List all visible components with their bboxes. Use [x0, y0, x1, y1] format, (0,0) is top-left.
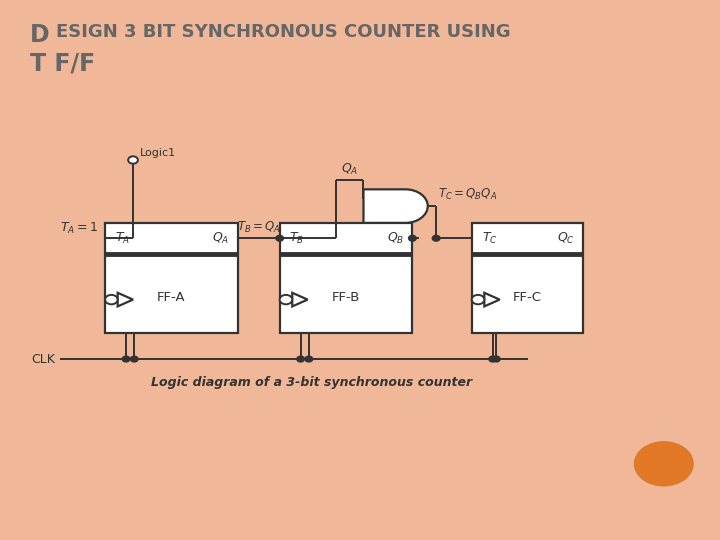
- Polygon shape: [292, 293, 307, 306]
- Circle shape: [130, 356, 138, 362]
- Bar: [472, 223, 583, 333]
- Circle shape: [297, 356, 305, 362]
- Bar: [279, 223, 413, 333]
- Text: $Q_{C}$: $Q_{C}$: [557, 231, 575, 246]
- Circle shape: [305, 356, 312, 362]
- PathPatch shape: [364, 190, 428, 223]
- Text: $Q_{B}$: $Q_{B}$: [387, 231, 404, 246]
- Text: CLK: CLK: [31, 353, 55, 366]
- Text: Logic1: Logic1: [140, 148, 176, 158]
- Text: $Q_{A}$: $Q_{A}$: [212, 231, 230, 246]
- Text: $Q_A$: $Q_A$: [341, 161, 359, 177]
- Circle shape: [122, 356, 130, 362]
- Circle shape: [472, 295, 485, 305]
- Circle shape: [276, 235, 284, 241]
- Text: $T_B = Q_A$: $T_B = Q_A$: [237, 219, 281, 234]
- Circle shape: [105, 295, 117, 305]
- Polygon shape: [117, 293, 133, 306]
- Circle shape: [489, 356, 497, 362]
- Text: FF-A: FF-A: [157, 291, 186, 303]
- Text: T F/F: T F/F: [30, 51, 96, 75]
- Circle shape: [128, 157, 138, 164]
- Text: D: D: [30, 23, 50, 47]
- Text: $T_C = Q_BQ_A$: $T_C = Q_BQ_A$: [438, 187, 497, 202]
- Circle shape: [408, 235, 416, 241]
- Circle shape: [432, 235, 440, 241]
- Text: FF-C: FF-C: [513, 291, 542, 303]
- Text: $T_{B}$: $T_{B}$: [289, 231, 305, 246]
- Text: $T_A = 1$: $T_A = 1$: [60, 221, 98, 236]
- Text: Logic diagram of a 3-bit synchronous counter: Logic diagram of a 3-bit synchronous cou…: [150, 376, 472, 389]
- Circle shape: [634, 442, 693, 486]
- Text: FF-B: FF-B: [332, 291, 360, 303]
- Text: $T_{A}$: $T_{A}$: [115, 231, 130, 246]
- Text: ESIGN 3 BIT SYNCHRONOUS COUNTER USING: ESIGN 3 BIT SYNCHRONOUS COUNTER USING: [56, 23, 510, 40]
- Circle shape: [492, 356, 500, 362]
- Circle shape: [279, 295, 292, 305]
- Text: $T_{C}$: $T_{C}$: [482, 231, 498, 246]
- Bar: [105, 223, 238, 333]
- Polygon shape: [485, 293, 500, 306]
